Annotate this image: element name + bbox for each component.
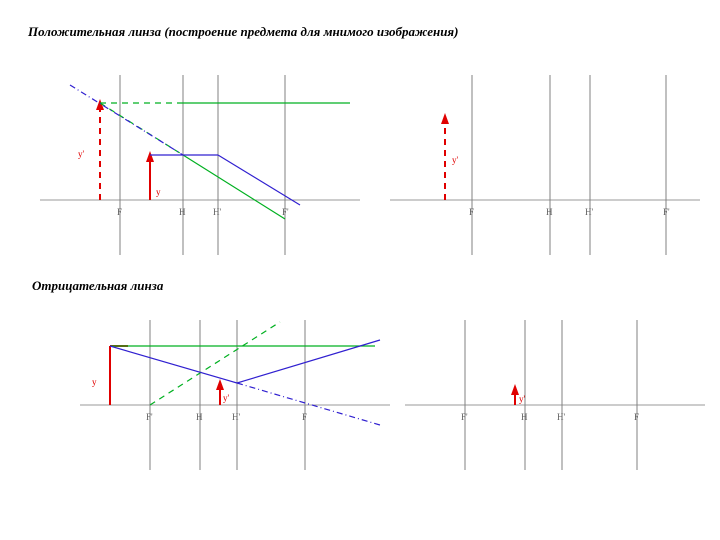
- diagram-top-left: y' y F H H' F': [40, 55, 360, 260]
- label-yprime: y': [452, 155, 459, 165]
- ray-blue-in: [110, 346, 237, 383]
- panel-top-left: y' y F H H' F': [40, 55, 360, 260]
- label-h: H: [521, 412, 528, 422]
- diagram-top-right: y' F H H' F': [390, 55, 700, 260]
- label-hp: H': [232, 412, 240, 422]
- label-hp: H': [585, 207, 593, 217]
- virtual-image-arrowhead: [441, 113, 449, 124]
- label-yprime: y': [519, 394, 526, 404]
- label-fp: F': [282, 207, 289, 217]
- label-fp: F': [461, 412, 468, 422]
- ray-blue-out: [218, 155, 300, 205]
- image-arrowhead: [216, 379, 224, 390]
- diagram-bottom-right: y' F' H H' F: [405, 310, 705, 480]
- label-f: F: [117, 207, 122, 217]
- label-f: F: [469, 207, 474, 217]
- label-y: y: [156, 187, 161, 197]
- label-yprime: y': [223, 393, 230, 403]
- ray-blue-out-dash: [237, 383, 380, 425]
- panel-bottom-right: y' F' H H' F: [405, 310, 705, 480]
- label-h: H: [179, 207, 186, 217]
- label-hp: H': [213, 207, 221, 217]
- panel-top-right: y' F H H' F': [390, 55, 700, 260]
- label-yprime: y': [78, 149, 85, 159]
- label-f: F: [634, 412, 639, 422]
- panel-bottom-left: y y' F' H H' F: [80, 310, 390, 480]
- label-h: H: [196, 412, 203, 422]
- image-arrowhead: [511, 384, 519, 395]
- diagram-bottom-left: y y' F' H H' F: [80, 310, 390, 480]
- label-fp: F': [663, 207, 670, 217]
- title-positive: Положительная линза (построение предмета…: [28, 24, 458, 40]
- title-negative: Отрицательная линза: [32, 278, 163, 294]
- label-f: F: [302, 412, 307, 422]
- label-fp: F': [146, 412, 153, 422]
- label-hp: H': [557, 412, 565, 422]
- label-y: y: [92, 377, 97, 387]
- label-h: H: [546, 207, 553, 217]
- object-arrowhead: [146, 151, 154, 162]
